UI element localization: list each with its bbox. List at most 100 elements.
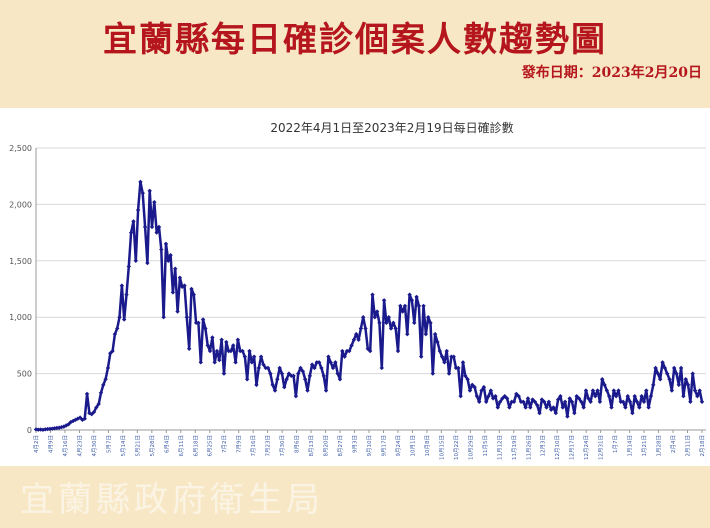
data-point <box>133 258 138 263</box>
data-point <box>623 405 628 410</box>
org-watermark: 宜蘭縣政府衛生局 <box>20 480 324 520</box>
data-point <box>63 423 69 428</box>
data-point <box>634 399 640 404</box>
data-point <box>170 290 176 295</box>
data-point <box>521 399 526 404</box>
data-point <box>370 292 375 297</box>
data-point <box>226 348 231 354</box>
x-tick-label: 8月6日 <box>294 435 301 453</box>
x-tick-label: 11月12日 <box>496 435 503 460</box>
x-tick-label: 12月10日 <box>554 435 561 460</box>
data-point <box>328 360 333 365</box>
data-point <box>514 391 519 397</box>
data-point <box>344 348 350 354</box>
x-tick-label: 1月7日 <box>612 435 619 453</box>
x-tick-label: 11月26日 <box>525 435 532 460</box>
data-point <box>416 303 422 309</box>
data-point <box>456 365 461 371</box>
data-point <box>275 377 280 382</box>
data-point <box>442 360 447 365</box>
data-point <box>523 405 528 410</box>
data-point <box>681 393 686 399</box>
data-point <box>261 362 266 367</box>
data-point <box>660 360 665 365</box>
data-point <box>316 360 322 365</box>
data-point <box>697 388 702 393</box>
data-point <box>282 384 287 390</box>
data-point <box>186 346 192 351</box>
data-point <box>644 388 649 393</box>
data-point <box>509 399 514 404</box>
data-point <box>224 339 229 345</box>
data-point <box>319 365 324 371</box>
data-point <box>695 393 700 399</box>
data-point <box>340 348 345 354</box>
data-point <box>583 388 589 393</box>
data-point <box>161 315 166 320</box>
data-point <box>372 315 378 320</box>
data-point <box>674 371 679 376</box>
data-point <box>465 377 470 382</box>
data-point <box>477 399 482 404</box>
data-point <box>430 371 436 376</box>
data-point <box>451 354 456 359</box>
data-point <box>142 224 148 230</box>
data-point <box>263 365 268 371</box>
data-point <box>168 252 173 258</box>
data-point <box>630 410 635 416</box>
data-point <box>47 426 53 432</box>
x-tick-label: 8月20日 <box>323 435 330 457</box>
data-point <box>690 371 695 376</box>
data-point <box>669 388 675 393</box>
data-point <box>214 348 220 354</box>
data-point <box>611 388 617 393</box>
data-point <box>240 348 245 354</box>
data-point <box>555 397 561 402</box>
chart-panel <box>0 108 710 466</box>
data-point <box>579 399 584 404</box>
data-point <box>289 373 294 379</box>
data-point <box>558 393 563 399</box>
data-point <box>419 354 424 359</box>
data-point <box>567 396 572 401</box>
data-point <box>61 424 67 429</box>
data-point <box>296 371 301 376</box>
data-point <box>94 405 99 410</box>
data-point <box>613 393 619 399</box>
data-point <box>326 354 331 359</box>
chart: 2022年4月1日至2023年2月19日每日確診數 0 500 1,000 1,500… <box>9 120 706 460</box>
x-tick-label: 7月16日 <box>250 435 257 457</box>
data-point <box>574 393 579 399</box>
data-point <box>425 315 431 320</box>
x-tick-label: 10月29日 <box>467 435 474 460</box>
data-point <box>96 401 101 407</box>
data-point <box>388 326 394 331</box>
data-point <box>664 371 670 376</box>
data-point <box>335 371 340 376</box>
data-point <box>84 391 90 397</box>
data-point <box>286 371 292 376</box>
x-tick-label: 1月28日 <box>656 435 663 457</box>
data-point <box>518 399 524 404</box>
x-tick-label: 12月17日 <box>569 435 576 460</box>
data-point <box>460 360 466 365</box>
x-tick-label: 4月16日 <box>62 435 69 457</box>
x-tick-label: 12月31日 <box>598 435 605 460</box>
data-point <box>293 393 299 399</box>
data-point <box>312 365 317 371</box>
data-point <box>386 315 391 320</box>
x-tick-label: 4月9日 <box>47 435 54 453</box>
data-point <box>356 337 361 342</box>
data-point <box>486 393 491 399</box>
data-point <box>354 331 359 337</box>
y-tick-label: 500 <box>17 370 32 379</box>
data-point <box>548 407 554 412</box>
x-tick-label: 11月19日 <box>511 435 518 460</box>
x-tick-label: 10月1日 <box>409 435 416 457</box>
data-point <box>470 382 475 388</box>
data-point <box>128 230 134 235</box>
data-point <box>651 382 656 388</box>
data-point <box>616 388 621 393</box>
data-point <box>439 354 445 359</box>
data-point <box>131 219 136 224</box>
